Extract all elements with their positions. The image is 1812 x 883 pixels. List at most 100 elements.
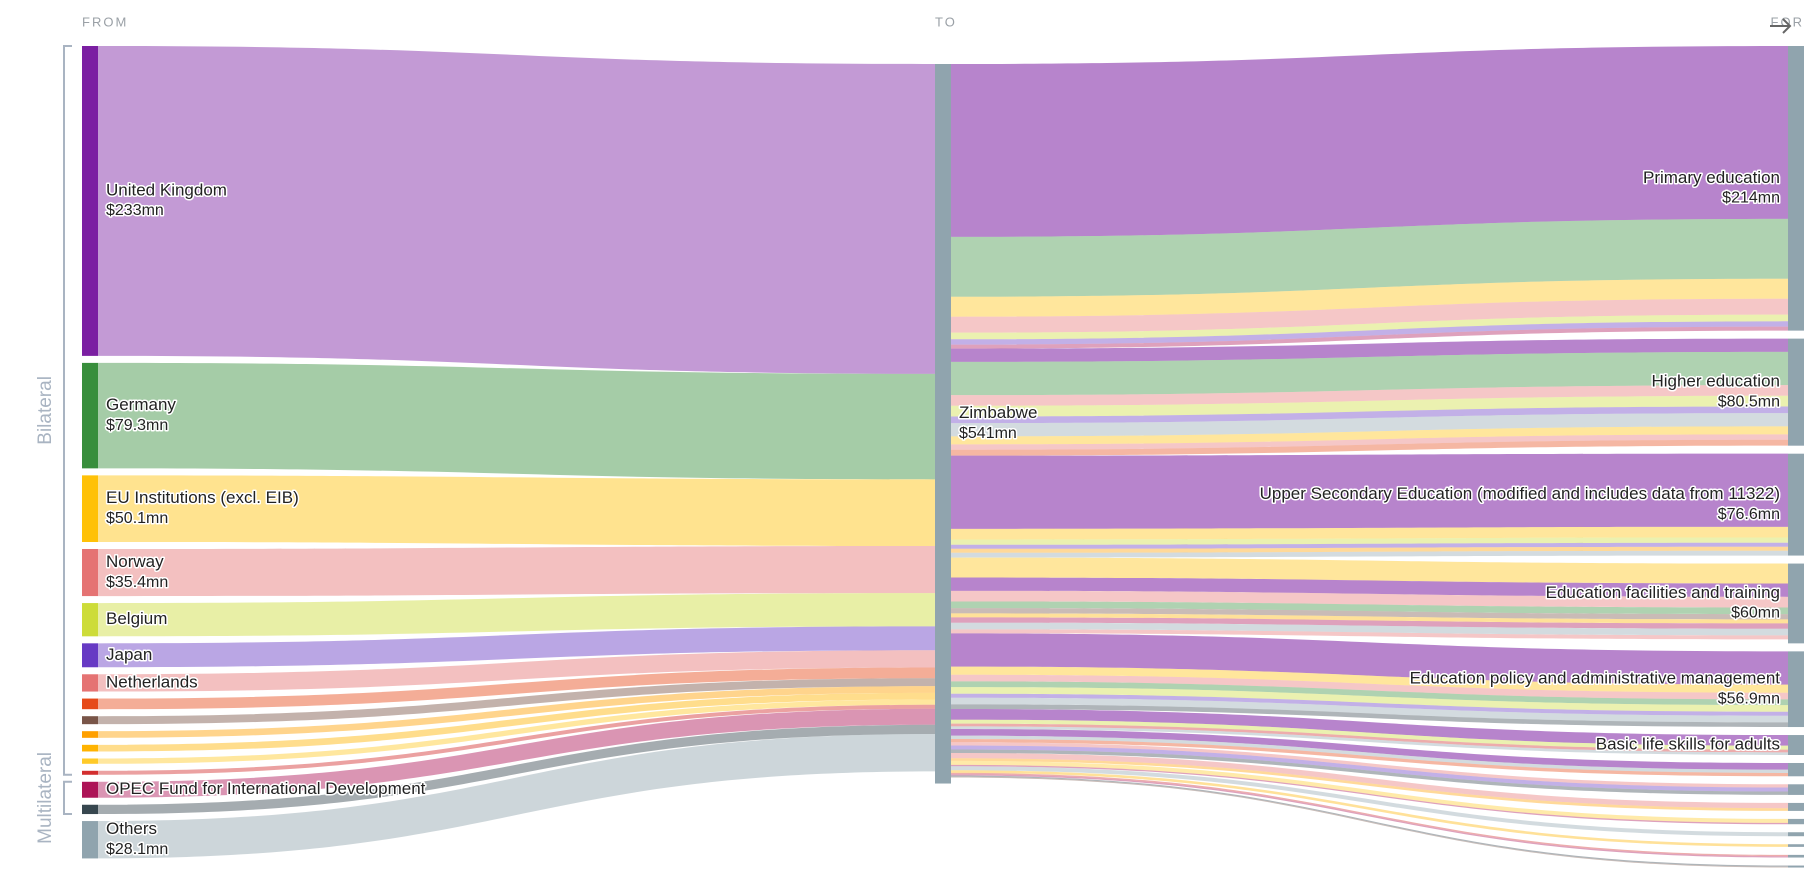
node-label: Higher education: [1651, 372, 1780, 391]
flow: [951, 577, 1788, 597]
flows: [951, 46, 1788, 868]
flow: [98, 678, 935, 725]
target-node: [1788, 818, 1804, 825]
flow: [951, 314, 1788, 340]
node-value: $233mn: [106, 202, 164, 219]
target-node: [1788, 844, 1804, 847]
flow: [951, 693, 1788, 716]
flow: [951, 326, 1788, 349]
target-node: [1788, 865, 1804, 868]
flow: [951, 413, 1788, 437]
flow: [951, 666, 1788, 693]
flow: [951, 775, 1788, 867]
flow: [951, 704, 1788, 728]
flow: [98, 686, 935, 738]
flow: [951, 613, 1788, 624]
flow: [98, 704, 935, 775]
flow: [951, 298, 1788, 333]
flow: [951, 766, 1788, 837]
node-value: $56.9mn: [1718, 690, 1780, 707]
source-node: [82, 731, 98, 738]
flow: [98, 667, 935, 710]
node-value: $28.1mn: [106, 841, 168, 858]
middle-node: [935, 64, 951, 784]
flow: [951, 537, 1788, 545]
flow: [951, 590, 1788, 608]
flow: [951, 542, 1788, 549]
column-header: FROM: [82, 14, 128, 29]
target-node: [1788, 854, 1804, 858]
flow: [98, 708, 935, 798]
source-node: [82, 46, 98, 356]
flow: [951, 608, 1788, 620]
node-value: $60mn: [1731, 605, 1780, 622]
target-node: [1788, 453, 1804, 556]
source-node: [82, 475, 98, 542]
flow: [951, 439, 1788, 456]
group-bracket: [63, 780, 72, 816]
source-node: [82, 603, 98, 637]
column-header: TO: [935, 14, 957, 29]
group-label: Multilateral: [35, 752, 56, 844]
flow: [951, 46, 1788, 237]
flow: [951, 742, 1788, 788]
flow: [951, 726, 1788, 755]
flow: [951, 674, 1788, 700]
target-node: [1788, 563, 1804, 644]
node-value: $541mn: [959, 425, 1017, 442]
flow: [951, 601, 1788, 615]
node-label: Primary education: [1643, 168, 1780, 187]
source-node: [82, 548, 98, 597]
flow: [98, 593, 935, 637]
flow: [951, 749, 1788, 795]
flow: [951, 719, 1788, 750]
flow: [951, 770, 1788, 847]
source-node: [82, 758, 98, 764]
target-node: [1788, 735, 1804, 755]
flow: [951, 453, 1788, 529]
nodes: [82, 46, 1804, 868]
node-label: Education policy and administrative mana…: [1410, 669, 1781, 688]
flow: [951, 385, 1788, 406]
flow: [951, 338, 1788, 362]
node-label: Upper Secondary Education (modified and …: [1260, 484, 1780, 503]
source-node: [82, 698, 98, 710]
flow: [951, 321, 1788, 345]
flow: [951, 426, 1788, 445]
flow: [951, 687, 1788, 712]
flow: [98, 362, 935, 480]
node-label: Basic life skills for adults: [1596, 734, 1780, 753]
source-node: [82, 781, 98, 798]
node-label: EU Institutions (excl. EIB): [106, 488, 299, 507]
flow: [98, 699, 935, 764]
node-value: $214mn: [1722, 190, 1780, 207]
flow: [951, 760, 1788, 823]
target-node: [1788, 338, 1804, 446]
flow: [98, 734, 935, 859]
flow: [951, 735, 1788, 773]
source-node: [82, 804, 98, 815]
source-node: [82, 744, 98, 752]
group-label: Bilateral: [35, 376, 56, 445]
source-node: [82, 716, 98, 725]
arrow-icon: [1770, 18, 1792, 34]
target-node: [1788, 802, 1804, 811]
flow: [951, 681, 1788, 706]
flow: [98, 545, 935, 597]
flow: [98, 475, 935, 546]
node-value: $79.3mn: [106, 417, 168, 434]
flow: [951, 526, 1788, 540]
flow: [98, 46, 935, 374]
flow: [951, 557, 1788, 584]
flow: [98, 650, 935, 692]
group-bracket: [63, 45, 72, 776]
flow: [951, 622, 1788, 636]
flow: [98, 626, 935, 668]
source-node: [82, 362, 98, 469]
flow: [951, 752, 1788, 809]
flow: [951, 633, 1788, 685]
flows: [98, 46, 935, 859]
node-value: $50.1mn: [106, 510, 168, 527]
